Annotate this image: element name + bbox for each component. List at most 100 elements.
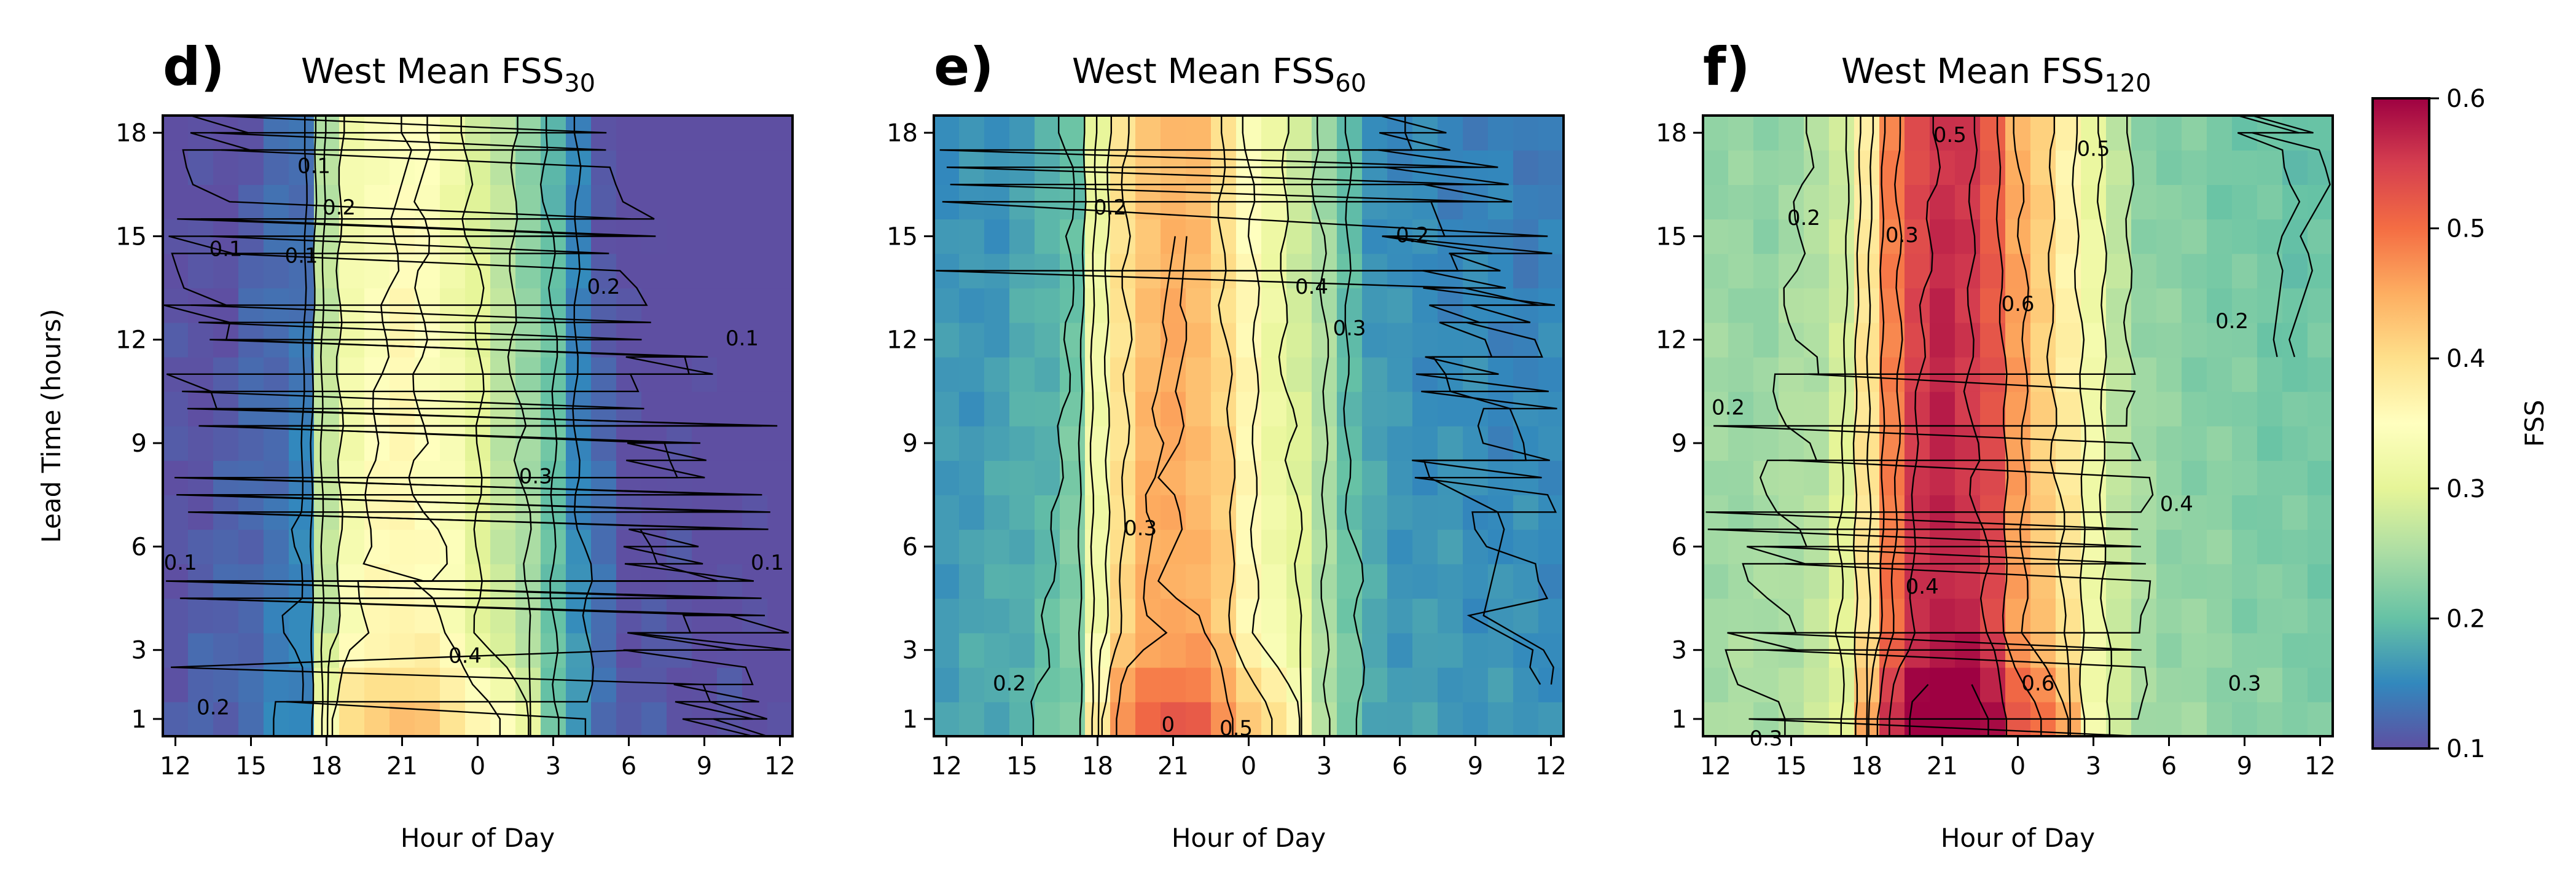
heatmap-cell — [1829, 322, 1855, 358]
heatmap-cell — [1513, 116, 1539, 151]
heatmap-cell — [2182, 253, 2207, 289]
heatmap-cell — [1261, 529, 1287, 565]
heatmap-cell — [2081, 116, 2107, 151]
heatmap-cell — [1412, 391, 1438, 426]
heatmap-cell — [1538, 116, 1564, 151]
heatmap-cell — [1060, 219, 1086, 254]
heatmap-cell — [667, 391, 692, 426]
heatmap-cell — [1161, 564, 1186, 599]
heatmap-cell — [515, 632, 541, 668]
heatmap-cell — [1312, 322, 1337, 358]
heatmap-cell — [1286, 219, 1312, 254]
heatmap-cell — [1110, 391, 1136, 426]
heatmap-cell — [2182, 598, 2207, 634]
y-tick-label: 9 — [1672, 430, 1687, 458]
colorbar-ticks: 0.1 0.2 0.3 0.4 0.5 0.6 — [2429, 85, 2486, 763]
heatmap-cell — [339, 701, 365, 737]
heatmap-cell — [188, 184, 214, 220]
heatmap-cell — [1060, 529, 1086, 565]
heatmap-cell — [2131, 150, 2157, 185]
heatmap-cell — [742, 460, 768, 495]
heatmap-cell — [1412, 495, 1438, 530]
panel-e: 0.20.40.30.20.30.20.50 12 15 18 21 0 3 6 9 12 18… — [887, 36, 1567, 853]
heatmap-cell — [1186, 116, 1212, 151]
heatmap-cell — [1337, 701, 1363, 737]
heatmap-cell — [390, 184, 415, 220]
x-tick-label: 6 — [621, 752, 636, 780]
heatmap-cell — [1854, 598, 1880, 634]
y-tick-label: 18 — [887, 119, 918, 147]
heatmap-cell — [364, 150, 390, 185]
heatmap-cell — [2131, 322, 2157, 358]
heatmap-cell — [1135, 391, 1161, 426]
heatmap-cell — [1412, 564, 1438, 599]
heatmap-cell — [2056, 322, 2081, 358]
heatmap-cell — [364, 667, 390, 702]
heatmap-cell — [490, 632, 516, 668]
heatmap-cell — [541, 253, 566, 289]
heatmap-cell — [1312, 701, 1337, 737]
heatmap-cell — [1387, 701, 1413, 737]
heatmap-cell — [2030, 564, 2056, 599]
heatmap-cell — [1186, 701, 1212, 737]
heatmap-cell — [2030, 150, 2056, 185]
heatmap-cell — [1538, 426, 1564, 461]
heatmap-cell — [1728, 322, 1754, 358]
panel-letter: f) — [1703, 36, 1750, 98]
heatmap-cell — [238, 701, 264, 737]
heatmap-cell — [2308, 598, 2333, 634]
heatmap-cell — [934, 701, 960, 737]
heatmap-cell — [2106, 253, 2132, 289]
heatmap-cell — [2156, 426, 2182, 461]
heatmap-cell — [1463, 116, 1489, 151]
heatmap-cell — [2257, 701, 2283, 737]
heatmap-cell — [1538, 356, 1564, 392]
colorbar-tick-label: 0.1 — [2446, 735, 2486, 763]
heatmap-cell — [1362, 391, 1388, 426]
panel-title-subscript: 120 — [2104, 69, 2151, 98]
heatmap-cell — [188, 529, 214, 565]
heatmap-cell — [984, 495, 1010, 530]
heatmap-cell — [2030, 116, 2056, 151]
heatmap-cell — [2308, 219, 2333, 254]
heatmap-cell — [641, 253, 667, 289]
heatmap-cell — [1703, 460, 1729, 495]
contour-label: 0.4 — [1295, 275, 1328, 299]
heatmap-cell — [1387, 426, 1413, 461]
heatmap-cell — [1538, 150, 1564, 185]
contour-line — [319, 116, 327, 736]
heatmap-cell — [314, 529, 340, 565]
heatmap-cell — [2232, 667, 2258, 702]
heatmap-cell — [1463, 529, 1489, 565]
heatmap-cell — [2232, 219, 2258, 254]
contour-line — [936, 116, 1554, 685]
heatmap-cell — [2232, 495, 2258, 530]
heatmap-cell — [1135, 322, 1161, 358]
heatmap-cell — [1488, 632, 1514, 668]
heatmap-cell — [2156, 219, 2182, 254]
heatmap-cell — [2257, 150, 2283, 185]
x-tick-label: 9 — [2237, 752, 2252, 780]
panel-title: West Mean FSS120 — [1841, 52, 2151, 98]
heatmap-cell — [2282, 529, 2308, 565]
panel-letter: e) — [934, 36, 994, 98]
x-tick-label: 0 — [2010, 752, 2026, 780]
heatmap-cell — [1085, 116, 1111, 151]
heatmap-cell — [490, 426, 516, 461]
heatmap-cell — [2131, 391, 2157, 426]
heatmap-cell — [364, 184, 390, 220]
heatmap-cell — [2232, 288, 2258, 323]
heatmap-cell — [742, 426, 768, 461]
heatmap-cell — [213, 701, 239, 737]
heatmap-cell — [742, 116, 768, 151]
heatmap-cell — [1286, 667, 1312, 702]
heatmap-cell — [1905, 322, 1930, 358]
contour-line — [408, 116, 501, 736]
heatmap-cell — [1337, 322, 1363, 358]
heatmap-cell — [1728, 667, 1754, 702]
heatmap-cell — [1703, 667, 1729, 702]
heatmap-cell — [566, 184, 592, 220]
heatmap-cell — [1035, 460, 1060, 495]
heatmap-cell — [591, 529, 617, 565]
heatmap-cell — [1513, 564, 1539, 599]
